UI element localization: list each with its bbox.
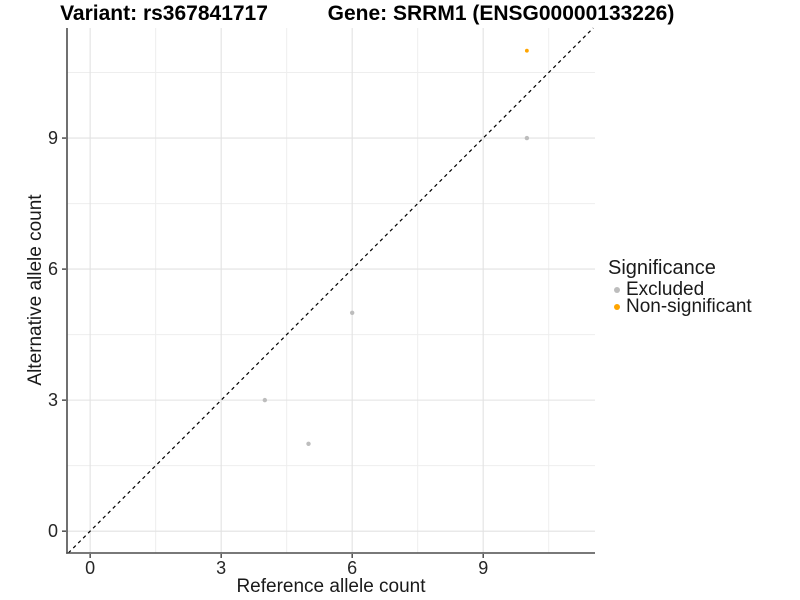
- legend-title: Significance: [608, 257, 716, 279]
- data-point-excluded: [306, 441, 311, 447]
- data-point-excluded: [349, 310, 355, 315]
- y-tick-label: 3: [48, 390, 58, 410]
- legend-items: Excluded Non-significant: [608, 278, 752, 317]
- identity-line: [67, 27, 594, 554]
- y-tick-label: 9: [48, 128, 58, 148]
- legend-item-label: Excluded: [626, 278, 705, 300]
- data-point-excluded: [524, 135, 530, 141]
- y-tick-label: 6: [48, 259, 58, 279]
- x-tick-label: 9: [478, 558, 488, 578]
- plot-title-gene: Gene: SRRM1 (ENSG00000133226): [327, 2, 675, 25]
- legend-item-label: Non-significant: [626, 295, 752, 317]
- legend-item-non-significant: Non-significant: [608, 295, 752, 317]
- data-point-excluded: [262, 397, 268, 403]
- x-tick-label: 6: [347, 558, 357, 578]
- legend-key-dot-excluded: [614, 286, 620, 293]
- data-point-non-significant: [524, 48, 529, 53]
- legend: Significance Excluded Non-significant: [608, 256, 752, 317]
- legend-item-excluded: Excluded: [608, 278, 752, 300]
- plot-title-variant: Variant: rs367841717: [60, 2, 268, 25]
- legend-key-dot-non-significant: [614, 303, 620, 310]
- x-tick-label: 0: [85, 558, 95, 578]
- y-axis-label: Alternative allele count: [25, 194, 46, 386]
- x-tick-label: 3: [216, 558, 226, 578]
- y-tick-label: 0: [48, 521, 58, 541]
- x-axis-label: Reference allele count: [236, 576, 426, 597]
